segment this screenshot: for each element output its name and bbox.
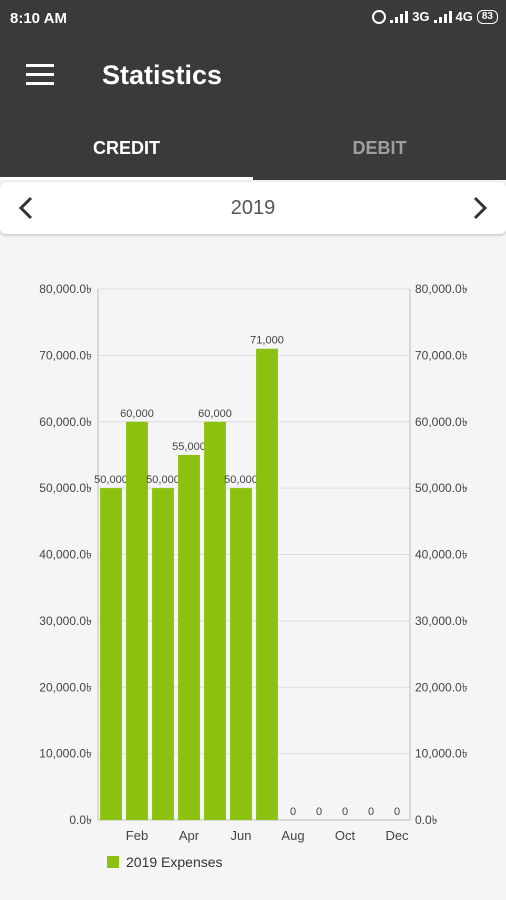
page-title: Statistics [102,60,223,90]
legend-label: 2019 Expenses [126,854,223,870]
tab-debit[interactable]: DEBIT [352,137,407,158]
tab-indicator [0,177,253,180]
bar [178,454,200,820]
y-tick-label-left: 50,000.0৳ [39,481,92,495]
bar-data-label: 0 [394,806,400,818]
bar-data-label: 60,000 [198,408,232,420]
bar [204,421,226,820]
signal-icon-2 [433,10,452,23]
bar [230,488,252,820]
y-tick-label-right: 20,000.0৳ [415,680,468,694]
network-type-1: 3G [412,9,430,24]
network-type-2: 4G [455,9,473,24]
year-selector: 2019 [0,182,506,234]
alarm-icon [372,9,387,24]
hamburger-menu-icon[interactable] [26,64,54,86]
bar-data-label: 0 [290,806,296,818]
bar-data-label: 55,000 [172,441,206,453]
x-tick-label: Jun [231,828,252,843]
bar-data-label: 50,000 [224,474,258,486]
chevron-right-icon[interactable] [466,195,492,221]
bar-data-label: 0 [316,806,322,818]
y-tick-label-left: 0.0৳ [69,813,92,827]
y-tick-label-left: 70,000.0৳ [39,348,92,362]
y-tick-label-left: 20,000.0৳ [39,680,92,694]
bar-data-label: 0 [342,806,348,818]
bar-data-label: 50,000 [94,474,128,486]
y-tick-label-left: 80,000.0৳ [39,282,92,296]
status-icons: 3G 4G 83 [372,9,498,24]
y-tick-label-right: 50,000.0৳ [415,481,468,495]
bar-data-label: 0 [368,806,374,818]
bar [100,488,122,820]
legend-swatch [107,856,119,868]
battery-icon: 83 [476,9,498,24]
y-tick-label-right: 70,000.0৳ [415,348,468,362]
status-bar: 8:10 AM 3G 4G 83 [0,0,506,38]
app-bar: Statistics [0,38,506,116]
y-tick-label-left: 60,000.0৳ [39,415,92,429]
y-tick-label-left: 40,000.0৳ [39,548,92,562]
tab-credit[interactable]: CREDIT [93,137,160,158]
year-label: 2019 [230,197,276,219]
bar-data-label: 71,000 [250,335,284,347]
x-tick-label: Feb [126,828,148,843]
y-tick-label-right: 60,000.0৳ [415,415,468,429]
x-tick-label: Dec [385,828,409,843]
bar-data-label: 60,000 [120,408,154,420]
x-tick-label: Apr [179,828,200,843]
x-tick-label: Aug [281,828,304,843]
y-tick-label-right: 10,000.0৳ [415,747,468,761]
y-tick-label-right: 40,000.0৳ [415,548,468,562]
y-tick-label-right: 30,000.0৳ [415,614,468,628]
bar-data-label: 50,000 [146,474,180,486]
chevron-left-icon[interactable] [14,195,40,221]
status-time: 8:10 AM [10,10,67,27]
y-tick-label-left: 10,000.0৳ [39,747,92,761]
expenses-bar-chart: 0.0৳ 0.0৳ 10,000.0৳ 10,000.0৳ 20,000.0৳ 20,00… [39,282,468,870]
y-tick-label-left: 30,000.0৳ [39,614,92,628]
tab-bar: CREDIT DEBIT [0,116,506,180]
y-tick-label-right: 0.0৳ [415,813,438,827]
bar [152,488,174,820]
x-tick-label: Oct [335,828,356,843]
y-tick-label-right: 80,000.0৳ [415,282,468,296]
bar [256,348,278,820]
bar [126,421,148,820]
signal-icon [390,10,409,23]
